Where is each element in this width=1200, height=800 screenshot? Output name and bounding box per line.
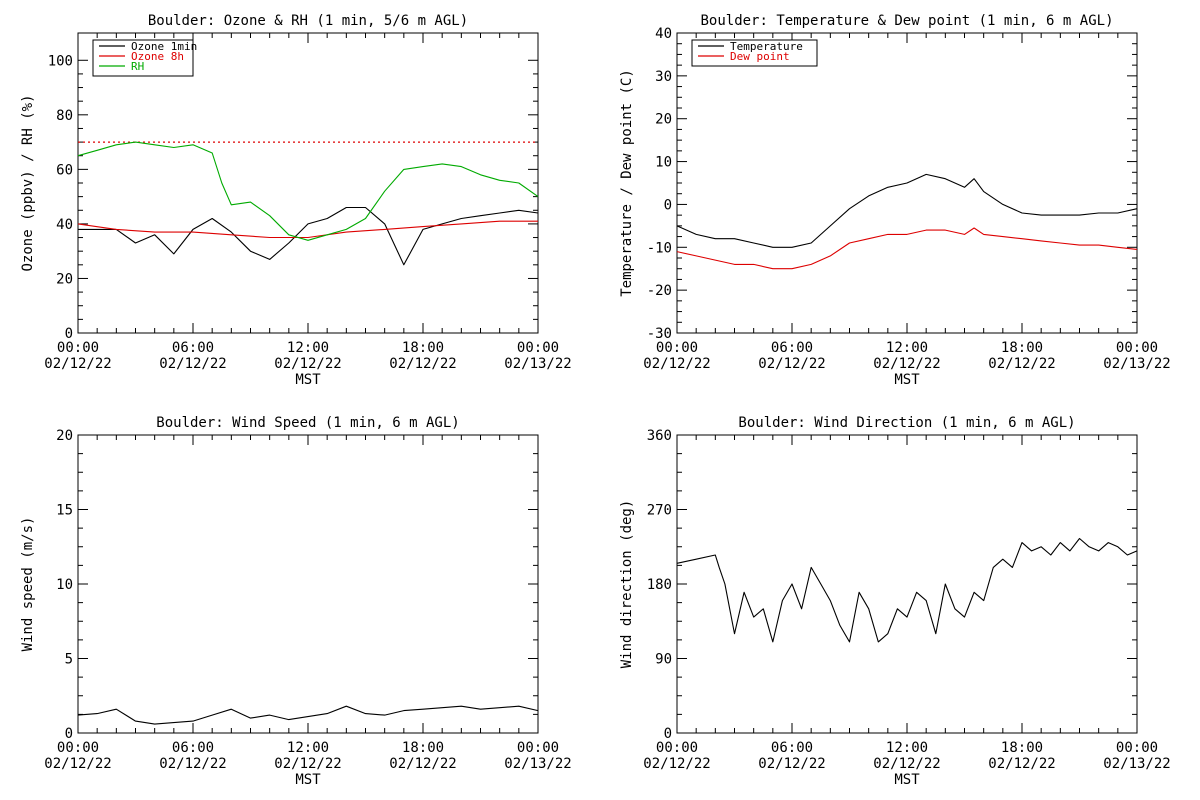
x-tick-label-time: 00:00 bbox=[1116, 740, 1158, 756]
x-axis-label: MST bbox=[894, 772, 920, 788]
x-tick-label-date: 02/13/22 bbox=[1103, 356, 1170, 372]
y-tick-label: 20 bbox=[655, 112, 672, 128]
chart-title: Boulder: Ozone & RH (1 min, 5/6 m AGL) bbox=[148, 13, 468, 29]
chart-title: Boulder: Temperature & Dew point (1 min,… bbox=[700, 13, 1113, 29]
x-tick-label-time: 12:00 bbox=[287, 740, 329, 756]
x-tick-label-time: 12:00 bbox=[287, 340, 329, 356]
x-tick-label-date: 02/12/22 bbox=[873, 356, 940, 372]
x-tick-label-date: 02/12/22 bbox=[44, 356, 111, 372]
x-tick-label-time: 06:00 bbox=[771, 740, 813, 756]
x-tick-label-time: 00:00 bbox=[656, 340, 698, 356]
y-tick-label: 180 bbox=[647, 577, 672, 593]
x-tick-label-date: 02/12/22 bbox=[389, 756, 456, 772]
y-tick-label: -10 bbox=[647, 240, 672, 256]
x-tick-label-time: 18:00 bbox=[1001, 340, 1043, 356]
x-axis-label: MST bbox=[295, 372, 321, 388]
plot-frame bbox=[676, 434, 1138, 734]
plot-frame bbox=[77, 32, 539, 334]
y-tick-label: 60 bbox=[56, 162, 73, 178]
x-tick-label-time: 12:00 bbox=[886, 340, 928, 356]
y-axis-label: Temperature / Dew point (C) bbox=[619, 69, 635, 297]
x-tick-label-date: 02/12/22 bbox=[159, 356, 226, 372]
x-tick-label-time: 18:00 bbox=[402, 740, 444, 756]
x-tick-label-date: 02/12/22 bbox=[159, 756, 226, 772]
legend-box bbox=[691, 39, 818, 67]
x-tick-label-date: 02/13/22 bbox=[504, 356, 571, 372]
y-tick-label: 20 bbox=[56, 428, 73, 444]
series-line-rh bbox=[77, 141, 539, 241]
series-line-series-0 bbox=[676, 537, 1138, 643]
x-axis-label: MST bbox=[894, 372, 920, 388]
y-tick-label: 100 bbox=[48, 53, 73, 69]
chart-title: Boulder: Wind Speed (1 min, 6 m AGL) bbox=[156, 415, 459, 431]
x-tick-label-date: 02/12/22 bbox=[988, 356, 1055, 372]
plot-frame bbox=[77, 434, 539, 734]
x-tick-label-date: 02/13/22 bbox=[1103, 756, 1170, 772]
x-tick-label-time: 00:00 bbox=[656, 740, 698, 756]
x-tick-label-date: 02/12/22 bbox=[643, 756, 710, 772]
y-tick-label: 270 bbox=[647, 503, 672, 519]
legend-label: RH bbox=[131, 60, 144, 73]
y-tick-label: 30 bbox=[655, 69, 672, 85]
legend-label: Temperature bbox=[730, 40, 803, 53]
y-axis-label: Ozone (ppbv) / RH (%) bbox=[20, 94, 36, 271]
x-tick-label-date: 02/12/22 bbox=[758, 356, 825, 372]
x-axis-label: MST bbox=[295, 772, 321, 788]
wind-speed-panel: Boulder: Wind Speed (1 min, 6 m AGL) 0 5 10… bbox=[20, 415, 572, 788]
x-tick-label-date: 02/12/22 bbox=[44, 756, 111, 772]
x-tick-label-date: 02/13/22 bbox=[504, 756, 571, 772]
x-tick-label-date: 02/12/22 bbox=[274, 756, 341, 772]
y-tick-label: 40 bbox=[655, 26, 672, 42]
series-line-dew-point bbox=[676, 227, 1138, 270]
y-tick-label: 80 bbox=[56, 108, 73, 124]
x-tick-label-time: 00:00 bbox=[517, 340, 559, 356]
x-tick-label-date: 02/12/22 bbox=[758, 756, 825, 772]
series-line-series-0 bbox=[77, 705, 539, 725]
x-tick-label-time: 00:00 bbox=[1116, 340, 1158, 356]
y-tick-label: 20 bbox=[56, 271, 73, 287]
x-tick-label-date: 02/12/22 bbox=[988, 756, 1055, 772]
x-tick-label-time: 12:00 bbox=[886, 740, 928, 756]
series-line-temperature bbox=[676, 173, 1138, 248]
y-tick-label: 90 bbox=[655, 652, 672, 668]
y-tick-label: 15 bbox=[56, 503, 73, 519]
x-tick-label-time: 06:00 bbox=[771, 340, 813, 356]
x-tick-label-time: 06:00 bbox=[172, 340, 214, 356]
x-tick-label-date: 02/12/22 bbox=[274, 356, 341, 372]
x-tick-label-time: 18:00 bbox=[1001, 740, 1043, 756]
y-tick-label: 0 bbox=[65, 726, 73, 742]
legend-label: Ozone 1min bbox=[131, 40, 197, 53]
wind-direction-panel: Boulder: Wind Direction (1 min, 6 m AGL)… bbox=[619, 415, 1171, 788]
x-tick-label-time: 00:00 bbox=[57, 740, 99, 756]
x-tick-label-date: 02/12/22 bbox=[389, 356, 456, 372]
legend-label: Dew point bbox=[730, 50, 790, 63]
series-line-ozone-1min bbox=[78, 206, 539, 266]
y-tick-label: 0 bbox=[664, 197, 672, 213]
y-tick-label: 360 bbox=[647, 428, 672, 444]
y-tick-label: 40 bbox=[56, 217, 73, 233]
y-tick-label: -20 bbox=[647, 283, 672, 299]
y-axis-label: Wind speed (m/s) bbox=[20, 517, 36, 652]
x-tick-label-time: 00:00 bbox=[57, 340, 99, 356]
x-tick-label-time: 06:00 bbox=[172, 740, 214, 756]
chart-title: Boulder: Wind Direction (1 min, 6 m AGL) bbox=[738, 415, 1075, 431]
y-tick-label: 0 bbox=[65, 326, 73, 342]
ozone-rh-panel: Boulder: Ozone & RH (1 min, 5/6 m AGL)02… bbox=[20, 13, 572, 388]
x-tick-label-time: 00:00 bbox=[517, 740, 559, 756]
x-tick-label-time: 18:00 bbox=[402, 340, 444, 356]
y-tick-label: -30 bbox=[647, 326, 672, 342]
y-tick-label: 0 bbox=[664, 726, 672, 742]
temperature-dewpoint-panel: Boulder: Temperature & Dew point (1 min,… bbox=[619, 13, 1171, 388]
y-tick-label: 10 bbox=[56, 577, 73, 593]
x-tick-label-date: 02/12/22 bbox=[643, 356, 710, 372]
y-tick-label: 10 bbox=[655, 155, 672, 171]
legend-label: Ozone 8h bbox=[131, 50, 184, 63]
y-axis-label: Wind direction (deg) bbox=[619, 500, 635, 669]
x-tick-label-date: 02/12/22 bbox=[873, 756, 940, 772]
y-tick-label: 5 bbox=[65, 652, 73, 668]
